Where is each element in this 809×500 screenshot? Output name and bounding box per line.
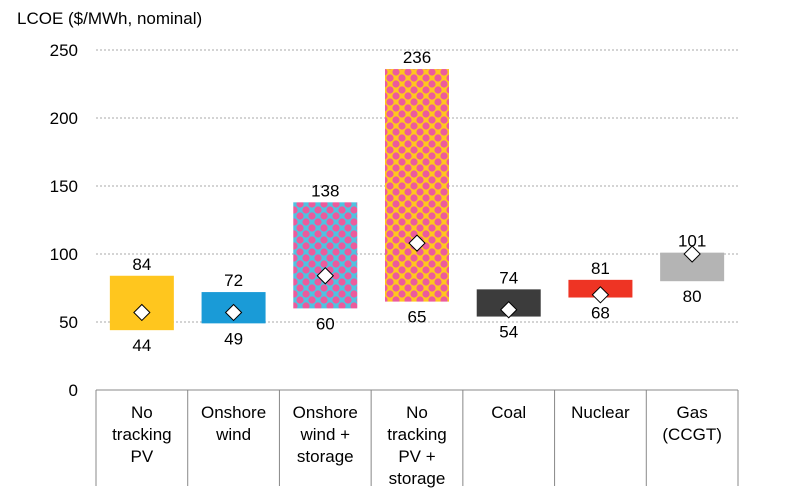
low-label: 44 — [132, 336, 151, 355]
category-label: No — [131, 403, 153, 422]
marker-diamond — [408, 234, 426, 252]
high-label: 74 — [499, 268, 518, 287]
category-label: tracking — [387, 425, 447, 444]
y-tick-label: 150 — [50, 177, 78, 196]
category-label: Coal — [491, 403, 526, 422]
high-label: 72 — [224, 271, 243, 290]
range-bar — [385, 69, 449, 302]
marker-diamond — [316, 267, 334, 285]
marker-diamond — [591, 286, 610, 304]
marker-diamond — [224, 303, 243, 322]
category-label: wind + — [299, 425, 350, 444]
low-label: 65 — [408, 308, 427, 327]
category-label: storage — [389, 469, 446, 488]
low-label: 80 — [683, 287, 702, 306]
y-tick-label: 250 — [50, 41, 78, 60]
category-label: Onshore — [201, 403, 266, 422]
high-label: 138 — [311, 181, 339, 200]
y-tick-label: 50 — [59, 313, 78, 332]
low-label: 60 — [316, 314, 335, 333]
y-axis-label: LCOE ($/MWh, nominal) — [17, 9, 203, 28]
category-label: Gas — [677, 403, 708, 422]
category-label: No — [406, 403, 428, 422]
category-label: tracking — [112, 425, 172, 444]
category-label: Onshore — [293, 403, 358, 422]
high-label: 81 — [591, 259, 610, 278]
high-label: 101 — [678, 232, 706, 251]
y-tick-label: 100 — [50, 245, 78, 264]
marker-diamond — [500, 301, 518, 319]
range-bar — [109, 275, 174, 331]
category-label: Nuclear — [571, 403, 630, 422]
low-label: 68 — [591, 304, 610, 323]
high-label: 84 — [132, 255, 151, 274]
high-label: 236 — [403, 48, 431, 67]
category-label: storage — [297, 447, 354, 466]
y-tick-label: 0 — [69, 381, 78, 400]
category-label: PV + — [398, 447, 435, 466]
y-tick-label: 200 — [50, 109, 78, 128]
marker-diamond — [133, 303, 151, 322]
range-bar — [293, 202, 358, 309]
low-label: 49 — [224, 329, 243, 348]
category-label: PV — [131, 447, 154, 466]
low-label: 54 — [499, 323, 518, 342]
category-label: wind — [215, 425, 251, 444]
category-label: (CCGT) — [662, 425, 721, 444]
marker-diamond — [683, 245, 701, 263]
